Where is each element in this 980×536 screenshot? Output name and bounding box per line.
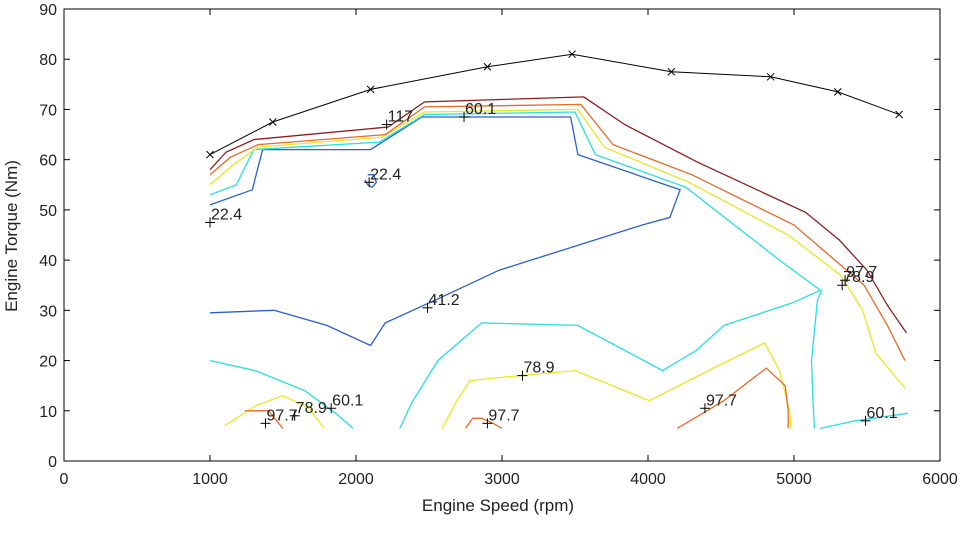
contour-line xyxy=(810,289,823,429)
y-tick-label: 30 xyxy=(39,303,57,320)
y-tick-label: 50 xyxy=(39,203,57,220)
contour-label-marker xyxy=(289,410,300,421)
contour-label: 41.2 xyxy=(429,292,460,309)
contour-line xyxy=(224,394,325,429)
contour-label: 60.1 xyxy=(465,101,496,118)
max-torque-marker xyxy=(366,85,375,94)
contour-label: 97.7 xyxy=(706,392,737,409)
y-tick-label: 60 xyxy=(39,153,57,170)
x-tick-label: 3000 xyxy=(484,471,520,488)
contour-line xyxy=(364,174,378,189)
contour-line xyxy=(245,410,284,429)
contour-label-marker xyxy=(205,217,215,228)
contour-label-marker xyxy=(364,177,375,188)
y-tick-label: 80 xyxy=(39,52,57,69)
max-torque-marker xyxy=(833,88,842,96)
contour-label: 60.1 xyxy=(332,392,363,409)
contour-label-marker xyxy=(459,111,470,122)
max-torque-marker xyxy=(206,150,214,159)
contour-line xyxy=(820,412,908,430)
max-torque-marker xyxy=(667,67,676,76)
contour-label: 117 xyxy=(388,109,414,126)
contour-label: 97.7 xyxy=(488,407,519,424)
x-tick-label: 2000 xyxy=(338,471,374,488)
contour-label-marker xyxy=(699,403,710,414)
contour-label: 97.7 xyxy=(266,407,297,424)
x-tick-label: 5000 xyxy=(776,471,812,488)
plot-frame xyxy=(63,8,941,462)
contour-label: 22.4 xyxy=(211,206,242,223)
contour-label-marker xyxy=(482,418,493,429)
max-torque-curve xyxy=(206,50,903,159)
max-torque-marker xyxy=(895,110,903,119)
max-torque-marker xyxy=(766,72,775,81)
x-tick-label: 1000 xyxy=(192,471,228,488)
contour-label: 78.9 xyxy=(523,360,554,377)
contour-label-marker xyxy=(381,119,392,130)
contour-label: 22.4 xyxy=(370,166,401,183)
contour-label-marker xyxy=(837,280,848,291)
y-tick-label: 10 xyxy=(39,404,57,421)
y-tick-label: 0 xyxy=(48,454,57,471)
y-tick-label: 40 xyxy=(39,253,57,270)
contour-line xyxy=(209,116,681,347)
x-tick-label: 0 xyxy=(60,471,69,488)
contour-label-marker xyxy=(860,415,871,426)
contour-label: 97.7 xyxy=(846,264,877,281)
x-axis-label: Engine Speed (rpm) xyxy=(422,496,574,515)
contour-label-marker xyxy=(260,418,271,429)
y-axis-label: Engine Torque (Nm) xyxy=(2,160,21,312)
max-torque-marker xyxy=(268,118,277,126)
x-tick-label: 6000 xyxy=(922,471,958,488)
contour-line xyxy=(209,103,906,361)
contour-line xyxy=(676,367,789,429)
y-tick-label: 70 xyxy=(39,102,57,119)
contour-line xyxy=(209,96,907,334)
contour-label-marker xyxy=(840,275,851,286)
contour-label-marker xyxy=(422,302,433,313)
axis-ticks: 0 1000 2000 3000 4000 5000 6000 0 10 20 30 40 50 60 70… xyxy=(39,2,958,488)
y-tick-label: 90 xyxy=(39,2,57,19)
x-tick-label: 4000 xyxy=(630,471,666,488)
contour-label: 78.9 xyxy=(296,400,327,417)
contour-lines xyxy=(209,96,908,430)
max-torque-marker xyxy=(483,62,492,71)
contour-label: 60.1 xyxy=(867,405,898,422)
contour-line xyxy=(464,417,503,429)
contour-label-marker xyxy=(326,403,337,414)
contour-label-marker xyxy=(517,370,528,381)
contour-line xyxy=(209,108,906,389)
y-tick-label: 20 xyxy=(39,354,57,371)
max-torque-marker xyxy=(568,50,576,59)
contour-line xyxy=(209,111,822,429)
contour-label: 78.9 xyxy=(843,269,874,286)
contour-line xyxy=(209,359,354,429)
